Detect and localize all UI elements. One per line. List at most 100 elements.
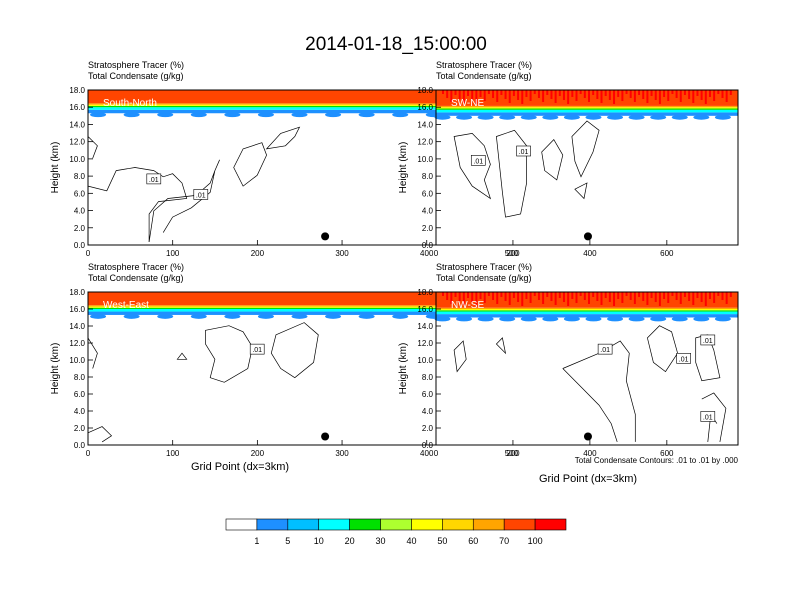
tracer-streak [600,292,603,305]
tracer-streak [529,90,532,101]
y-tick-label: 18.0 [417,288,433,297]
tracer-streak [729,292,732,297]
x-tick-label: 300 [335,449,349,458]
tracer-streak [537,90,540,98]
tracer-dip [693,316,710,322]
colorbar-box [225,518,258,531]
tracer-streak [667,90,670,101]
y-tick-label: 12.0 [69,138,85,147]
tracer-dip [520,316,537,322]
y-tick-label: 10.0 [417,155,433,164]
tracer-streak [713,90,716,101]
tracer-streak [512,90,515,96]
y-tick-label: 0.0 [422,241,434,250]
tracer-streak [450,292,453,304]
tracer-streak [596,292,599,301]
tracer-streak [467,292,470,298]
tracer-streak [446,90,449,98]
tracer-streak [550,292,553,301]
y-tick-label: 12.0 [69,339,85,348]
contour-label: .01 [703,338,713,345]
x-tick-label: 400 [420,249,434,258]
tracer-layer [88,305,558,307]
tracer-streak [692,90,695,103]
y-tick-label: 10.0 [69,155,85,164]
tracer-streak [567,292,570,306]
x-tick-label: 300 [335,249,349,258]
x-tick-label: 200 [251,249,265,258]
tracer-streak [592,292,595,297]
tracer-streak [446,292,449,300]
tracer-layer [436,314,738,318]
y-tick-label: 6.0 [74,189,86,198]
tracer-layer [436,90,738,106]
contour-label-box [249,343,265,355]
tracer-streak [638,292,641,297]
y-tick-label: 4.0 [422,207,434,216]
tracer-streak [583,90,586,98]
colorbar-label: 50 [437,536,447,546]
tracer-streak [583,292,586,300]
tracer-dip [291,112,308,118]
tracer-dip [714,114,731,120]
tracer-streak [608,292,611,302]
tracer-streak [575,292,578,303]
tracer-streak [492,90,495,98]
tracer-streak [458,292,461,301]
tracer-dip [628,316,645,322]
y-tick-label: 8.0 [422,172,434,181]
tracer-dip [224,112,241,118]
tracer-streak [704,292,707,306]
y-axis-label: Height (km) [50,343,61,395]
y-tick-label: 14.0 [69,120,85,129]
tracer-dip [434,114,451,120]
tracer-layer [88,107,558,110]
condensate-contour [453,133,492,200]
panel-nw-se: Stratosphere Tracer (%)Total Condensate … [398,262,739,458]
tracer-dip [628,114,645,120]
tracer-streak [721,292,724,300]
tracer-dip [90,112,107,118]
contour-label: .01 [600,347,610,354]
tracer-streak [521,90,524,104]
colorbar-box [442,518,474,531]
panel-header-condensate: Total Condensate (g/kg) [88,71,184,81]
tracer-streak [654,292,657,302]
tracer-dip [456,114,473,120]
tracer-streak [546,90,549,95]
y-tick-label: 2.0 [422,424,434,433]
tracer-streak [654,90,657,100]
tracer-layer [436,310,738,312]
contour-note: Total Condensate Contours: .01 to .01 by… [575,456,739,465]
tracer-streak [671,292,674,296]
tracer-dip [190,314,207,319]
tracer-streak [554,90,557,103]
contour-label: .01 [473,158,483,165]
tracer-streak [658,90,661,104]
tracer-dip [542,316,559,322]
tracer-dip [157,112,174,118]
y-tick-label: 8.0 [74,373,86,382]
tracer-streak [575,90,578,101]
tracer-streak [483,90,486,101]
y-tick-label: 12.0 [417,138,433,147]
colorbar-label: 100 [528,536,543,546]
panel-header-tracer: Stratosphere Tracer (%) [436,60,532,70]
tracer-dip [542,114,559,120]
tracer-streak [571,292,574,299]
x-tick-label: 200 [251,449,265,458]
tracer-streak [729,90,732,95]
tracer-streak [442,90,444,94]
tracer-streak [725,90,728,102]
y-tick-label: 0.0 [74,241,86,250]
y-tick-label: 18.0 [69,288,85,297]
condensate-contour [87,426,113,443]
contour-label: .01 [519,149,529,156]
tracer-dip [392,112,409,118]
tracer-streak [629,292,632,300]
x-tick-label: 400 [420,449,434,458]
tracer-dip [714,316,731,322]
tracer-streak [504,292,507,301]
tracer-streak [479,292,482,299]
colorbar-box [503,518,536,531]
